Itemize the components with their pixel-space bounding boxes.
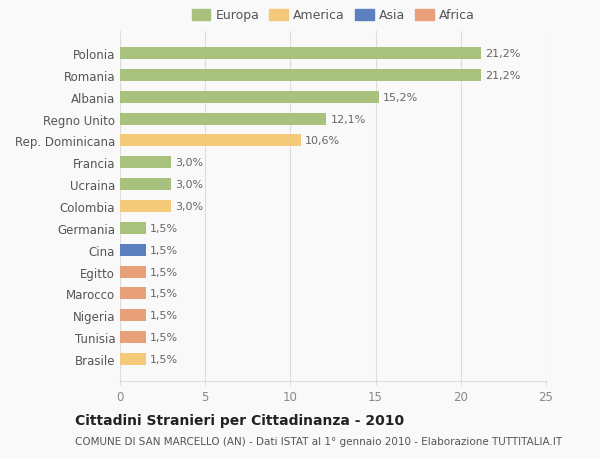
Bar [120,222,146,235]
Bar [120,353,146,365]
Bar [120,48,481,60]
Bar [120,309,146,321]
Bar [120,201,171,213]
Bar [120,244,146,256]
Text: 12,1%: 12,1% [331,114,365,124]
Text: 1,5%: 1,5% [150,332,178,342]
Text: 1,5%: 1,5% [150,354,178,364]
Text: 10,6%: 10,6% [305,136,340,146]
Text: 1,5%: 1,5% [150,224,178,233]
Text: 3,0%: 3,0% [175,158,203,168]
Bar [120,92,379,104]
Text: COMUNE DI SAN MARCELLO (AN) - Dati ISTAT al 1° gennaio 2010 - Elaborazione TUTTI: COMUNE DI SAN MARCELLO (AN) - Dati ISTAT… [75,436,562,446]
Text: 1,5%: 1,5% [150,311,178,320]
Bar [120,157,171,169]
Legend: Europa, America, Asia, Africa: Europa, America, Asia, Africa [189,7,477,25]
Text: 3,0%: 3,0% [175,202,203,212]
Bar [120,266,146,278]
Bar [120,179,171,191]
Text: 1,5%: 1,5% [150,267,178,277]
Bar [120,288,146,300]
Text: 21,2%: 21,2% [485,49,521,59]
Bar [120,70,481,82]
Text: Cittadini Stranieri per Cittadinanza - 2010: Cittadini Stranieri per Cittadinanza - 2… [75,414,404,428]
Bar [120,331,146,343]
Text: 21,2%: 21,2% [485,71,521,81]
Text: 1,5%: 1,5% [150,245,178,255]
Text: 3,0%: 3,0% [175,180,203,190]
Bar [120,135,301,147]
Bar [120,113,326,125]
Text: 1,5%: 1,5% [150,289,178,299]
Text: 15,2%: 15,2% [383,93,419,102]
